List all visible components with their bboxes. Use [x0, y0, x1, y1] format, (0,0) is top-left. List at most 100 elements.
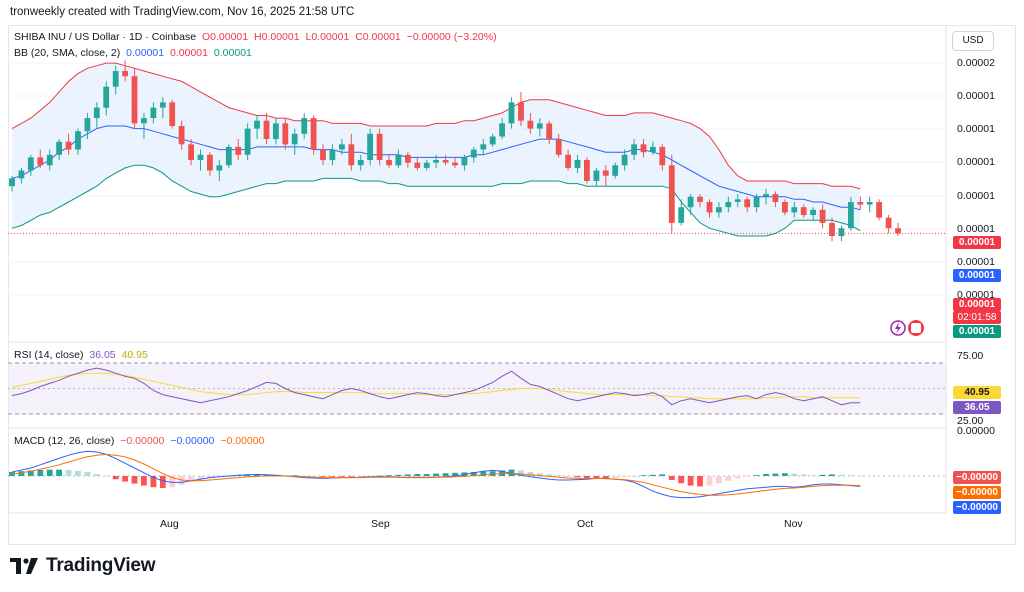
candle-down: [235, 146, 242, 155]
macd-histogram-bar: [621, 476, 628, 477]
macd-histogram-bar: [254, 474, 260, 476]
candle-down: [452, 162, 458, 166]
candle-up: [734, 199, 741, 202]
candle-down: [122, 71, 128, 77]
macd-histogram-bar: [838, 474, 845, 476]
chart-header: tronweekly created with TradingView.com,…: [10, 6, 355, 18]
macd-histogram-bar: [244, 474, 251, 476]
bb-upper-value: 0.00001: [170, 47, 208, 59]
candle-up: [631, 144, 637, 155]
candle-up: [84, 118, 91, 132]
macd-tick-top: 0.00000: [957, 425, 995, 437]
macd-histogram-bar: [744, 476, 751, 477]
candle-down: [565, 154, 571, 168]
macd-histogram-bar: [207, 476, 213, 478]
macd-line-badge: −0.00000: [953, 501, 1001, 514]
macd-histogram-bar: [103, 476, 110, 477]
macd-histogram-bar: [197, 476, 204, 480]
rsi-line: [11, 367, 861, 406]
macd-histogram-bar: [800, 474, 807, 476]
candle-up: [423, 162, 430, 168]
macd-value: −0.00000: [170, 435, 215, 447]
macd-histogram-bar: [301, 475, 308, 477]
candle-up: [480, 144, 487, 150]
candle-up: [244, 128, 251, 155]
macd-histogram-bar: [480, 471, 487, 476]
candle-up: [159, 102, 166, 108]
candle-up: [75, 131, 81, 150]
macd-histogram-bar: [659, 474, 666, 476]
rsi-ma-badge: 40.95: [953, 386, 1001, 399]
candle-up: [499, 123, 505, 137]
macd-histogram-bar: [188, 476, 194, 482]
symbol-title[interactable]: SHIBA INU / US Dollar · 1D · Coinbase: [14, 31, 197, 43]
macd-histogram-bar: [565, 476, 571, 477]
currency-button[interactable]: USD: [952, 31, 994, 51]
macd-histogram-bar: [772, 473, 779, 476]
rsi-legend[interactable]: RSI (14, close) 36.05 40.95: [14, 349, 148, 361]
bb-basis-value: 0.00001: [126, 47, 165, 59]
candle-up: [433, 160, 439, 163]
candle-down: [772, 194, 779, 202]
rsi-tick-75: 75.00: [957, 350, 984, 362]
candle-down: [320, 149, 326, 161]
candle-up: [112, 71, 119, 87]
macd-histogram-bar: [433, 473, 439, 476]
tradingview-logo[interactable]: TradingView: [10, 555, 156, 577]
candle-up: [536, 123, 543, 129]
macd-histogram-bar: [112, 476, 119, 480]
candle-down: [800, 207, 807, 216]
macd-histogram-bar: [584, 476, 590, 478]
candle-up: [273, 123, 279, 140]
rsi-tick-25: 25.00: [957, 415, 984, 427]
macd-histogram-bar: [395, 474, 402, 476]
candle-up: [489, 136, 496, 145]
macd-histogram-bar: [602, 476, 609, 479]
macd-histogram-bar: [131, 476, 138, 484]
bb-lower-value: 0.00001: [213, 47, 252, 59]
candle-up: [357, 160, 364, 166]
lightning-bolt-icon: [895, 322, 901, 334]
candle-up: [93, 107, 100, 119]
macd-histogram-bar: [763, 474, 769, 476]
candle-down: [348, 144, 355, 166]
macd-histogram-bar: [470, 472, 477, 476]
candle-down: [518, 102, 524, 121]
bb-legend[interactable]: BB (20, SMA, close, 2) 0.00001 0.00001 0…: [14, 47, 252, 59]
macd-legend[interactable]: MACD (12, 26, close) −0.00000 −0.00000 −…: [14, 435, 264, 447]
macd-histogram-bar: [376, 475, 383, 477]
macd-histogram-bar: [753, 475, 760, 476]
macd-histogram-bar: [291, 475, 298, 476]
macd-signal-badge: −0.00000: [953, 486, 1001, 499]
open-value: O0.00001: [201, 31, 249, 43]
candle-down: [857, 202, 864, 205]
macd-histogram-bar: [122, 476, 128, 482]
macd-histogram-bar: [414, 474, 421, 476]
macd-hist-value: −0.00000: [120, 435, 165, 447]
macd-histogram-bar: [386, 475, 392, 476]
candle-up: [225, 146, 232, 166]
candle-up: [612, 165, 619, 176]
candle-down: [178, 126, 185, 145]
candle-up: [791, 207, 798, 213]
candle-up: [810, 209, 816, 215]
us-flag-icon: [911, 323, 921, 333]
candle-up: [56, 141, 62, 155]
time-tick-oct: Oct: [577, 518, 594, 530]
candle-down: [706, 202, 713, 213]
bb-upper-line: [11, 62, 861, 190]
price-tick: 0.00002: [957, 57, 995, 69]
candle-up: [150, 107, 157, 119]
macd-histogram-bar: [546, 474, 553, 476]
macd-histogram-bar: [668, 476, 675, 480]
macd-histogram-bar: [819, 474, 826, 476]
macd-histogram-bar: [631, 476, 637, 477]
candle-up: [678, 207, 685, 223]
candle-up: [339, 144, 345, 150]
main-legend: SHIBA INU / US Dollar · 1D · Coinbase O0…: [14, 31, 497, 43]
last-price-badge: 0.00001: [953, 298, 1001, 311]
time-tick-sep: Sep: [371, 518, 390, 530]
macd-histogram-bar: [829, 474, 835, 476]
macd-histogram-bar: [141, 476, 147, 486]
